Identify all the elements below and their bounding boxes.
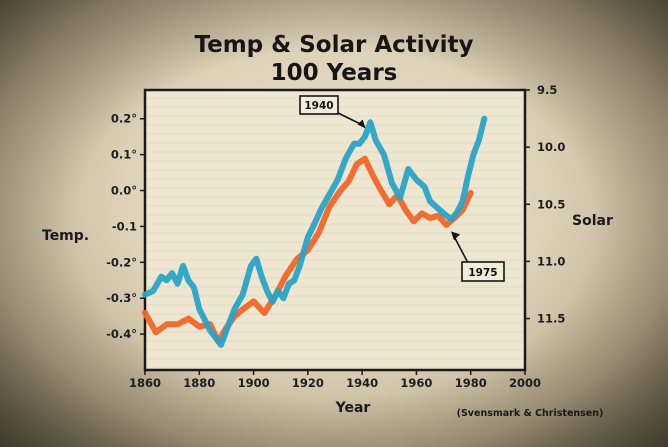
callout-1975-arrowhead: [451, 231, 460, 241]
left-tick-label: 0.2°: [111, 112, 137, 126]
callout-1975-label: 1975: [468, 267, 497, 279]
x-tick-label: 1960: [400, 376, 432, 390]
x-tick-label: 1860: [129, 376, 161, 390]
source-credit: (Svensmark & Christensen): [457, 408, 604, 419]
left-axis-ticks: 0.2° 0.1° 0.0° -0.1 -0.2° -0.3° -0.4°: [106, 112, 145, 341]
y-axis-left-label: Temp.: [42, 228, 89, 244]
callout-1940-arrowhead: [357, 119, 366, 129]
x-axis-ticks: 1860 1880 1900 1920 1940 1960 1980 2000: [129, 370, 541, 390]
annotation-layer: 1940 1975: [299, 95, 505, 282]
series-layer: [142, 115, 488, 348]
x-tick-label: 1980: [455, 376, 487, 390]
y-axis-right-label: Solar: [572, 213, 613, 229]
left-tick-label: -0.4°: [106, 327, 137, 341]
right-tick-label: 11.5: [537, 312, 565, 326]
x-tick-label: 1940: [346, 376, 378, 390]
callout-1975-leader: [452, 234, 469, 264]
x-tick-label: 2000: [509, 376, 541, 390]
temp-series-line: [142, 115, 488, 348]
left-tick-label: 0.1°: [111, 148, 137, 162]
right-axis-ticks: 9.5 10.0 10.5 11.0 11.5: [525, 83, 565, 326]
gridlines: [147, 97, 523, 369]
callout-1975-box: [461, 261, 505, 282]
x-axis-label: Year: [335, 400, 371, 416]
right-tick-label: 9.5: [537, 83, 557, 97]
left-tick-label: -0.1: [112, 219, 137, 233]
callout-1940-label: 1940: [304, 100, 333, 112]
right-tick-label: 10.5: [537, 197, 565, 211]
x-tick-label: 1920: [292, 376, 324, 390]
right-tick-label: 10.0: [537, 140, 565, 154]
left-tick-label: -0.2°: [106, 255, 137, 269]
x-tick-label: 1880: [183, 376, 215, 390]
right-tick-label: 11.0: [537, 254, 565, 268]
callout-1940-box: [299, 95, 339, 115]
left-tick-label: -0.3°: [106, 291, 137, 305]
chart-title-line2: 100 Years: [271, 60, 398, 86]
x-tick-label: 1900: [238, 376, 270, 390]
left-tick-label: 0.0°: [111, 184, 137, 198]
chart-title-line1: Temp & Solar Activity: [194, 32, 473, 58]
